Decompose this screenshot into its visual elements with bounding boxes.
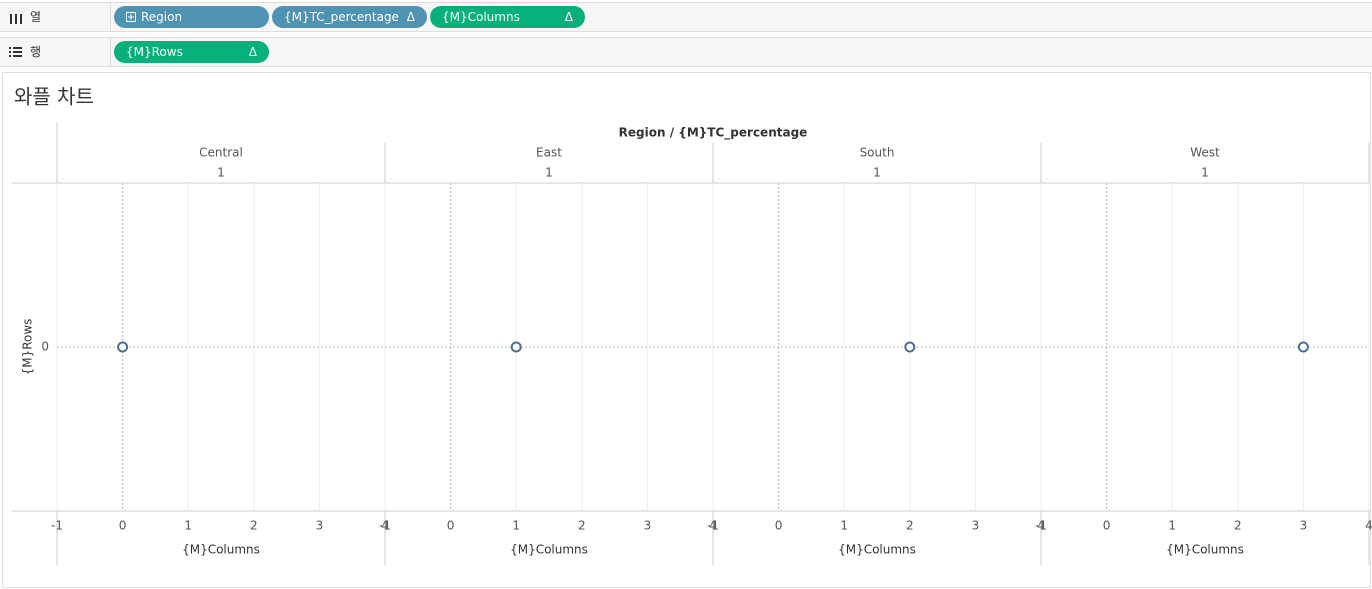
- x-tick-label: 1: [512, 519, 520, 533]
- column-header: Central: [199, 146, 243, 160]
- shelf-label: 행: [0, 38, 111, 66]
- column-subheader: 1: [1201, 166, 1209, 180]
- x-tick-label: 1: [840, 519, 848, 533]
- sheet-title: 와플 차트: [14, 85, 94, 109]
- y-axis-title: {M}Rows: [21, 319, 35, 376]
- rows-icon: [9, 47, 22, 57]
- point: [904, 341, 916, 353]
- x-tick-label: 0: [775, 519, 783, 533]
- x-tick-label: 0: [447, 519, 455, 533]
- point: [510, 341, 522, 353]
- pill-text: {M}Columns: [442, 10, 520, 24]
- y-tick-label: 0: [41, 340, 49, 354]
- shelf-label-text: 행: [30, 45, 42, 59]
- x-tick-label: -1: [51, 519, 63, 533]
- point: [1297, 341, 1309, 353]
- x-tick-label: 0: [119, 519, 127, 533]
- pill-mark: Δ: [564, 10, 573, 24]
- x-tick-label: 2: [1234, 519, 1242, 533]
- x-tick-label: 3: [316, 519, 324, 533]
- pill[interactable]: {M}TC_percentage Δ: [272, 6, 427, 28]
- x-axis-title: {M}Columns: [1166, 543, 1244, 557]
- x-tick-label: 1: [1168, 519, 1176, 533]
- pill-text: {M}Rows: [126, 45, 183, 59]
- expand-icon: [126, 12, 136, 22]
- rows-shelf: 행 {M}Rows Δ: [0, 37, 1372, 67]
- sheet: 와플 차트 Region / {M}TC_percentage {M}Rows 0 C…: [2, 72, 1372, 588]
- pill[interactable]: Region: [114, 6, 269, 28]
- column-header: South: [860, 146, 895, 160]
- x-tick-label: 3: [644, 519, 652, 533]
- x-tick-label: -1: [379, 519, 391, 533]
- columns-shelf: 열 Region {M}TC_percentage Δ {M}Columns Δ: [0, 2, 1372, 32]
- x-tick-label: 1: [184, 519, 192, 533]
- x-tick-label: 0: [1103, 519, 1111, 533]
- x-axis-title: {M}Columns: [838, 543, 916, 557]
- column-subheader: 1: [217, 166, 225, 180]
- x-tick-label: 2: [578, 519, 586, 533]
- pill-mark: Δ: [406, 10, 415, 24]
- x-tick-label: -1: [707, 519, 719, 533]
- x-tick-label: -1: [1035, 519, 1047, 533]
- header-title: Region / {M}TC_percentage: [619, 126, 808, 141]
- columns-icon: [10, 14, 22, 24]
- pill-text: {M}TC_percentage: [284, 10, 399, 24]
- pill-mark: Δ: [248, 45, 257, 59]
- pill[interactable]: {M}Columns Δ: [430, 6, 585, 28]
- point: [117, 341, 129, 353]
- pill-text: Region: [141, 10, 183, 24]
- column-header: East: [536, 146, 562, 160]
- column-header: West: [1190, 146, 1220, 160]
- x-tick-label: 3: [972, 519, 980, 533]
- column-subheader: 1: [873, 166, 881, 180]
- x-tick-label: 2: [906, 519, 914, 533]
- x-tick-label: 4: [1365, 519, 1372, 533]
- x-tick-label: 2: [250, 519, 258, 533]
- x-axis-title: {M}Columns: [510, 543, 588, 557]
- x-tick-label: 3: [1300, 519, 1308, 533]
- x-axis-title: {M}Columns: [182, 543, 260, 557]
- x-tick-label: 4: [1037, 519, 1045, 533]
- shelf-label-text: 열: [30, 10, 42, 24]
- x-tick-label: 4: [709, 519, 717, 533]
- pill[interactable]: {M}Rows Δ: [114, 41, 269, 63]
- shelf-label: 열: [0, 3, 111, 31]
- column-subheader: 1: [545, 166, 553, 180]
- x-tick-label: 4: [381, 519, 389, 533]
